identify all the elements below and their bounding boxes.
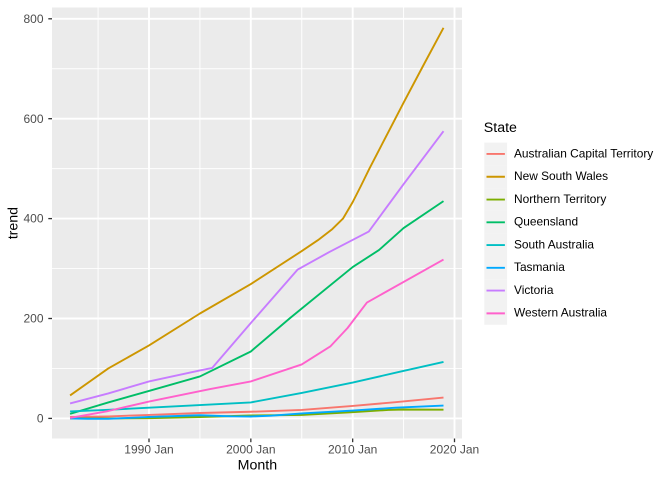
svg-text:New South Wales: New South Wales: [514, 169, 608, 183]
svg-text:Queensland: Queensland: [514, 215, 578, 229]
svg-text:600: 600: [23, 112, 43, 126]
svg-text:Month: Month: [238, 458, 277, 474]
svg-text:1990 Jan: 1990 Jan: [124, 442, 173, 456]
svg-text:2010 Jan: 2010 Jan: [328, 442, 377, 456]
svg-text:State: State: [484, 120, 517, 136]
svg-text:400: 400: [23, 212, 43, 226]
svg-text:Tasmania: Tasmania: [514, 260, 565, 274]
svg-text:200: 200: [23, 312, 43, 326]
svg-text:2000 Jan: 2000 Jan: [226, 442, 275, 456]
svg-text:South Australia: South Australia: [514, 237, 594, 251]
svg-text:800: 800: [23, 12, 43, 26]
svg-text:Australian Capital Territory: Australian Capital Territory: [514, 146, 653, 160]
svg-text:2020 Jan: 2020 Jan: [430, 442, 479, 456]
svg-text:Western Australia: Western Australia: [514, 306, 607, 320]
svg-text:0: 0: [37, 412, 44, 426]
svg-text:Northern Territory: Northern Territory: [514, 192, 606, 206]
svg-text:Victoria: Victoria: [514, 283, 554, 297]
svg-text:trend: trend: [6, 207, 22, 239]
